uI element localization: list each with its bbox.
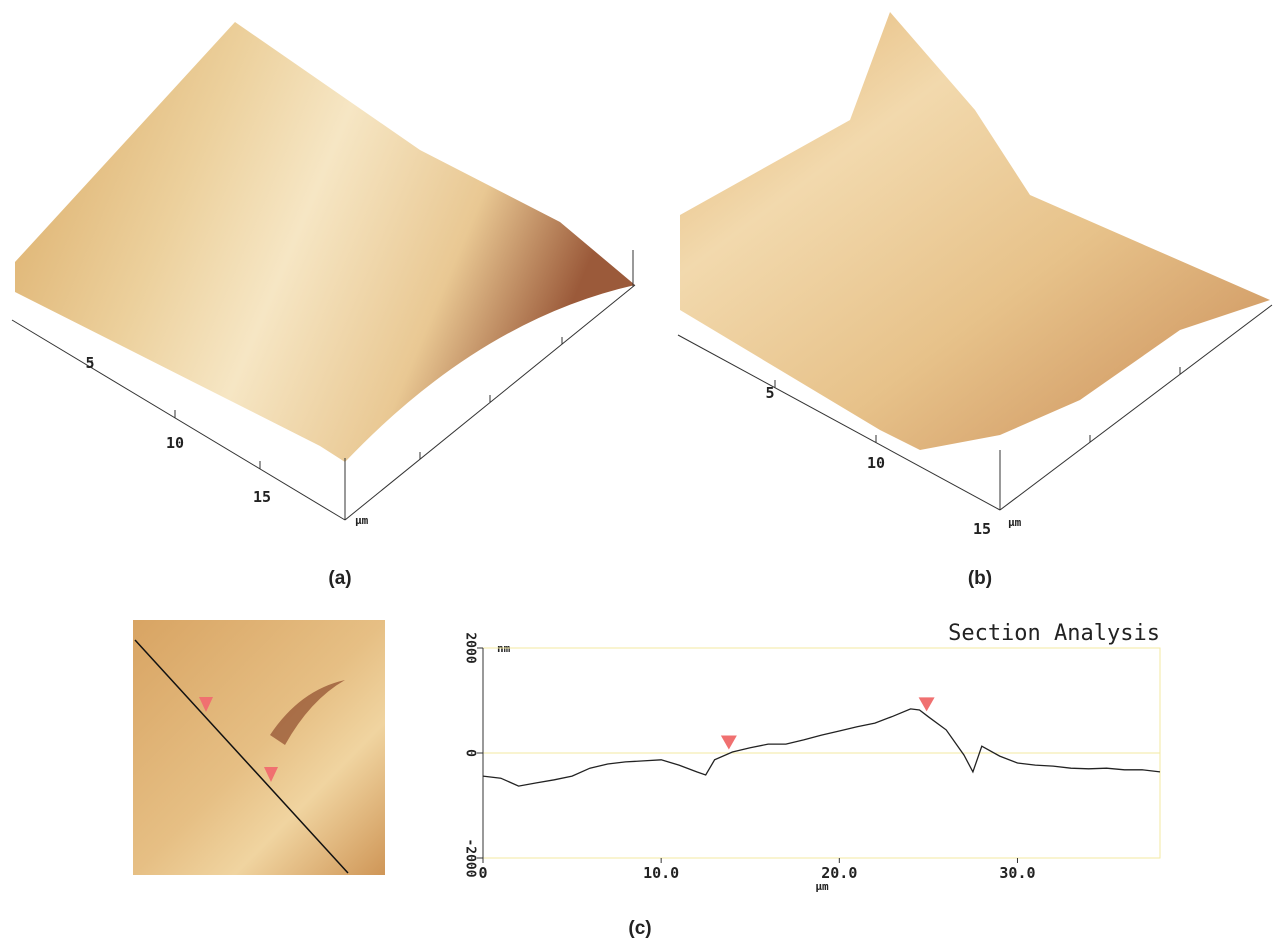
- axis-label: 15: [973, 520, 991, 538]
- top-view-image: [133, 620, 385, 875]
- profile-line: [483, 709, 1160, 786]
- axis-label: 10: [166, 434, 184, 452]
- y-tick-label: -2000: [463, 838, 478, 877]
- surface-a: [15, 22, 635, 462]
- caption: (b): [968, 568, 992, 589]
- unit-label: μm: [355, 514, 369, 527]
- figure: 5 10 15 μm (a) 5 10 15 μm (b) (c) Sectio…: [0, 0, 1276, 943]
- axis-label: 15: [253, 488, 271, 506]
- x-tick-label: 0: [478, 864, 487, 882]
- caption: (c): [628, 918, 651, 939]
- cursor-marker: [919, 697, 935, 711]
- x-tick-label: 20.0: [821, 864, 857, 882]
- x-tick-label: 10.0: [643, 864, 679, 882]
- x-tick-label: 30.0: [999, 864, 1035, 882]
- axis-label: 10: [867, 454, 885, 472]
- axis-label: 5: [765, 384, 774, 402]
- y-tick-label: 2000: [463, 632, 478, 663]
- caption: (a): [328, 568, 351, 589]
- chart-title: Section Analysis: [948, 621, 1160, 646]
- cursor-marker: [721, 736, 737, 750]
- axis-label: 5: [85, 354, 94, 372]
- y-tick-label: 0: [463, 749, 478, 757]
- unit-label: μm: [1008, 516, 1022, 529]
